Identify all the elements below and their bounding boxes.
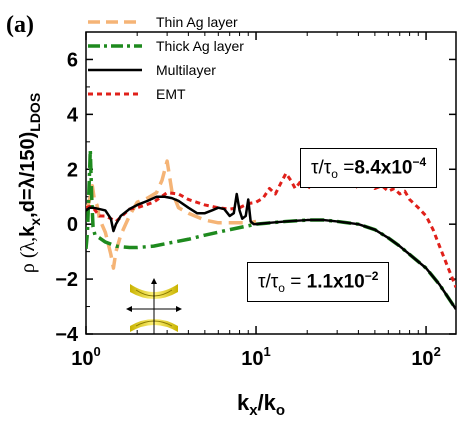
legend-label: Thin Ag layer [156,14,238,30]
annotation-prefix: τ/τ [311,157,332,179]
legend-label: EMT [156,86,186,102]
legend-label: Thick Ag layer [156,38,244,54]
axes: −4 −2 0 2 4 6 100 101 102 kx/ko ρ (λ,kx,d=λ/150)LD… [17,31,457,419]
y-tick-label: −4 [55,324,79,346]
annotation-mantissa: 1.1x10 [306,271,365,293]
annotation-sub: o [278,281,285,296]
annotation-tau-ratio-2: τ/τo = 1.1x10−2 [247,262,390,303]
annotation-tau-ratio-1: τ/τo =8.4x10−4 [300,148,438,189]
annotation-exponent: −2 [364,269,379,283]
y-tick-label: 2 [67,159,78,181]
legend-swatch-thick [88,44,142,48]
legend-swatch-emt [88,92,142,96]
x-axis-label: kx/ko [237,390,285,419]
y-tick-label: −2 [55,269,78,291]
y-tick-label: 6 [67,49,78,71]
legend-label: Multilayer [156,62,216,78]
legend-swatch-thin [88,20,142,24]
y-axis-label: ρ (λ,kx,d=λ/150)LDOS [17,93,43,273]
annotation-sub: o [331,167,338,182]
y-tick-label: 4 [67,104,79,126]
x-tick-label: 101 [241,344,270,370]
annotation-prefix: τ/τ [258,271,279,293]
legend-entry: EMT [86,82,244,106]
annotation-eq: = [284,271,307,293]
legend-entry: Thick Ag layer [86,34,244,58]
series-line-multilayer [86,192,456,310]
legend-entry: Thin Ag layer [86,10,244,34]
legend-swatch-multilayer [88,68,142,72]
annotation-eq: = [337,157,355,179]
plot-frame [85,31,457,335]
hyperbolic-dispersion-icon [126,278,182,334]
series-line-thin-ag-layer [86,159,257,270]
annotation-mantissa: 8.4x10 [354,157,413,179]
series-group [86,148,456,311]
annotation-exponent: −4 [412,155,427,169]
panel-label: (a) [6,12,34,38]
legend-entry: Multilayer [86,58,244,82]
x-tick-label: 102 [411,344,440,370]
legend: Thin Ag layer Thick Ag layer Multilayer … [86,10,244,106]
y-tick-label: 0 [67,214,78,236]
x-tick-label: 100 [71,344,100,370]
